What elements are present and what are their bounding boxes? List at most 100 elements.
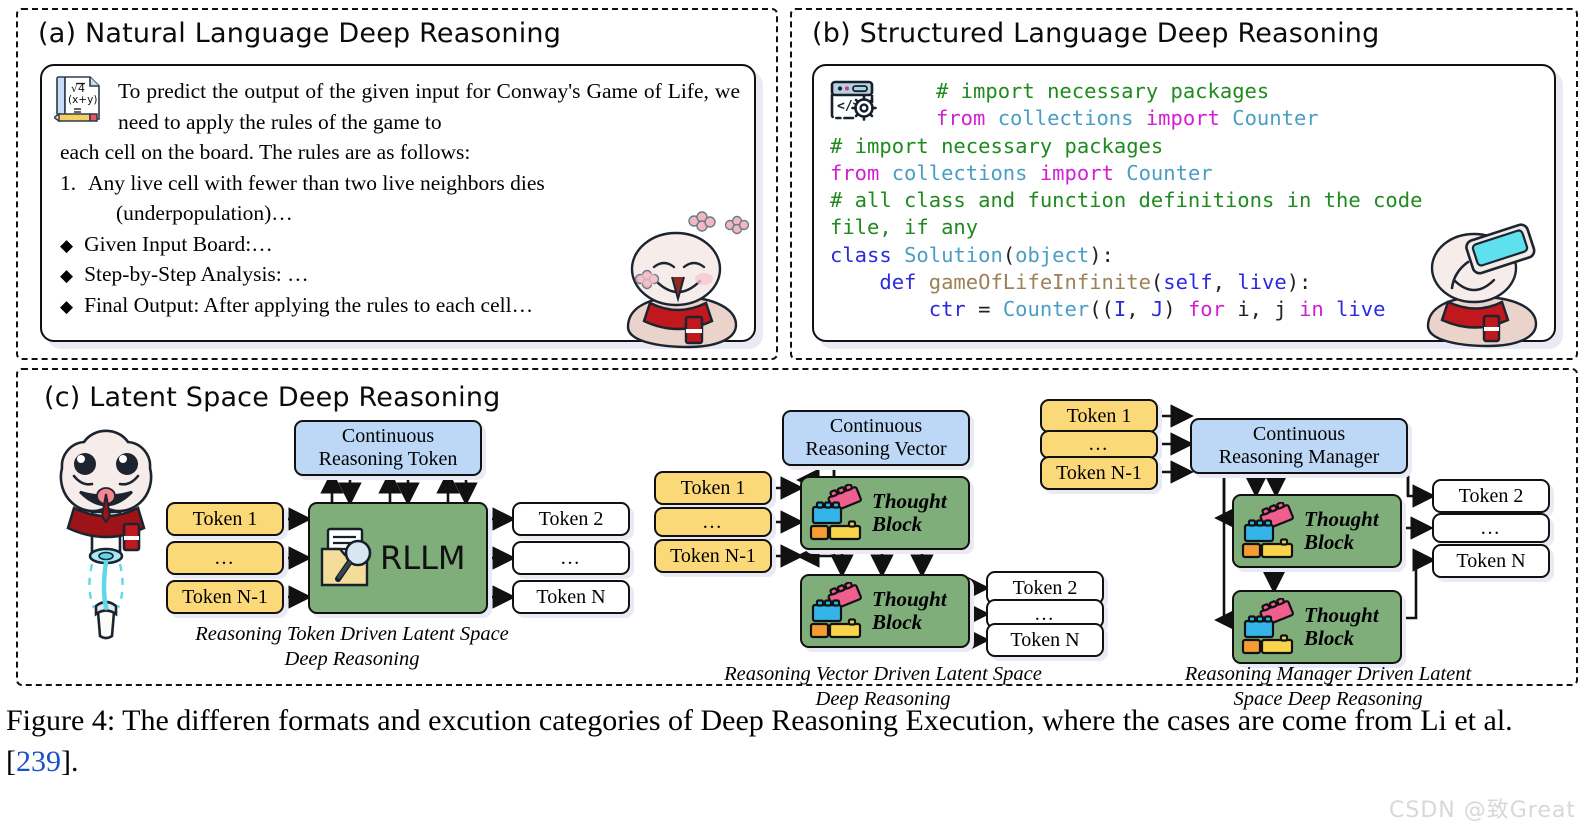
code-token bbox=[1220, 106, 1232, 130]
code-token bbox=[892, 243, 904, 267]
panel-b-title: (b) Structured Language Deep Reasoning bbox=[812, 18, 1380, 49]
code-token: ( bbox=[1150, 269, 1164, 294]
list-item: ◆ Given Input Board:… bbox=[60, 229, 740, 260]
figure-caption: Figure 4: The differen formats and excut… bbox=[6, 700, 1576, 783]
center-box-line1: Continuous bbox=[829, 415, 923, 438]
item-number: 1. bbox=[60, 170, 77, 195]
caption-text-pre: Figure 4: The differen formats and excut… bbox=[6, 704, 1513, 779]
input-token-ellipsis: … bbox=[1040, 430, 1158, 459]
lego-bricks-icon bbox=[809, 582, 862, 639]
bullet-text: Final Output: After applying the rules t… bbox=[84, 292, 534, 317]
code-token: Solution bbox=[904, 242, 1003, 267]
caption-line1: Reasoning Manager Driven Latent bbox=[1184, 663, 1472, 685]
prose-lead-line1: To predict the output of the given input… bbox=[118, 79, 581, 103]
thought-block-1: Thought Block bbox=[1232, 494, 1402, 568]
code-token: class bbox=[830, 242, 892, 267]
code-line: # import necessary packages bbox=[830, 133, 1546, 160]
list-item: ◆ Final Output: After applying the rules… bbox=[60, 290, 740, 321]
code-token: ) bbox=[1163, 297, 1188, 321]
token-label: … bbox=[1088, 433, 1110, 456]
token-label: … bbox=[1480, 516, 1502, 539]
list-item: ◆ Step-by-Step Analysis: … bbox=[60, 259, 740, 290]
code-token bbox=[916, 270, 928, 294]
code-line: ctr = Counter((I, J) for i, j in live bbox=[830, 296, 1546, 323]
diamond-bullet-icon: ◆ bbox=[60, 235, 74, 255]
lego-bricks-icon bbox=[809, 484, 862, 541]
prose-lead-line3: each cell on the board. The rules are as… bbox=[60, 140, 471, 165]
code-line: from collections import Counter bbox=[830, 160, 1546, 187]
prose-numbered-list: 1. Any live cell with fewer than two liv… bbox=[60, 168, 740, 229]
thought-block-line2: Block bbox=[872, 512, 923, 536]
code-token: # import necessary packages bbox=[936, 79, 1270, 103]
code-token: ): bbox=[1089, 242, 1114, 267]
thought-block-line1: Thought bbox=[872, 489, 947, 514]
panel-natural-language-deep-reasoning: (a) Natural Language Deep Reasoning √4 (… bbox=[16, 8, 778, 360]
code-token: collections bbox=[997, 106, 1134, 131]
diamond-bullet-icon: ◆ bbox=[60, 266, 74, 286]
prose-bullet-list: ◆ Given Input Board:… ◆ Step-by-Step Ana… bbox=[60, 229, 740, 321]
token-label: Token 1 bbox=[192, 507, 258, 530]
code-token: # all class and function definitions in … bbox=[830, 188, 1423, 212]
code-token bbox=[985, 106, 997, 130]
code-token: def bbox=[879, 269, 917, 294]
code-token: I bbox=[1113, 297, 1127, 321]
code-token: , bbox=[1212, 269, 1238, 294]
token-label: … bbox=[1034, 602, 1056, 625]
token-label: … bbox=[560, 546, 582, 569]
token-label: Token 2 bbox=[1012, 576, 1078, 599]
subpanel1-caption: Reasoning Token Driven Latent Space Deep… bbox=[142, 622, 562, 672]
center-box-line1: Continuous bbox=[341, 425, 435, 448]
item-line1: Any live cell with fewer than two live n… bbox=[88, 170, 545, 195]
code-token: live bbox=[1237, 269, 1287, 294]
input-token-1: Token 1 bbox=[654, 471, 772, 505]
thought-block-2: Thought Block bbox=[800, 574, 970, 648]
panel-a-card: √4 (x+y) To predict the output of the gi… bbox=[40, 64, 756, 349]
output-token-n: Token N bbox=[1432, 544, 1550, 578]
code-token: J bbox=[1150, 297, 1164, 321]
code-token: i, j bbox=[1225, 297, 1300, 321]
code-line: # import necessary packages bbox=[830, 78, 1546, 105]
citation-reference-link[interactable]: 239 bbox=[16, 745, 61, 779]
output-token-2: Token 2 bbox=[512, 502, 630, 536]
caption-text-post: ]. bbox=[61, 745, 79, 779]
lego-bricks-icon bbox=[1241, 502, 1294, 559]
code-token: = bbox=[965, 297, 1003, 321]
panel-a-prose: To predict the output of the given input… bbox=[60, 76, 740, 320]
caption-line2: Deep Reasoning bbox=[284, 648, 420, 670]
continuous-reasoning-manager-box: Continuous Reasoning Manager bbox=[1190, 418, 1408, 474]
code-token: , bbox=[1126, 297, 1151, 321]
panel-a-title: (a) Natural Language Deep Reasoning bbox=[38, 18, 562, 49]
continuous-reasoning-vector-box: Continuous Reasoning Vector bbox=[782, 410, 970, 466]
token-label: Token N bbox=[1456, 549, 1526, 572]
python-code-block: # import necessary packages from collecti… bbox=[830, 78, 1546, 323]
code-line: class Solution(object): bbox=[830, 242, 1546, 269]
thought-block-line2: Block bbox=[1304, 530, 1355, 554]
caption-line2: Deep Reasoning bbox=[815, 688, 951, 710]
caption-line1: Reasoning Token Driven Latent Space bbox=[195, 623, 509, 645]
bullet-text: Given Input Board:… bbox=[84, 231, 273, 256]
watermark-label: CSDN @致Great bbox=[1389, 798, 1576, 823]
token-label: Token 1 bbox=[680, 476, 746, 499]
token-label: Token 2 bbox=[1458, 484, 1524, 507]
code-line: file, if any bbox=[830, 214, 1546, 241]
token-label: Token N bbox=[1010, 628, 1080, 651]
input-token-ellipsis: … bbox=[166, 541, 284, 575]
token-label: Token N-1 bbox=[182, 585, 268, 608]
lego-bricks-icon bbox=[1241, 598, 1294, 655]
token-label: Token N bbox=[536, 585, 606, 608]
token-label: Token 2 bbox=[538, 507, 604, 530]
subpanel-reasoning-vector-driven: Continuous Reasoning Vector Token 1 … To… bbox=[654, 398, 1112, 710]
code-token bbox=[830, 270, 879, 294]
document-magnifier-icon bbox=[320, 527, 372, 587]
panel-b-card: </> # import necessary packages from coll… bbox=[812, 64, 1556, 348]
output-token-n: Token N bbox=[512, 580, 630, 614]
panel-c-title: (c) Latent Space Deep Reasoning bbox=[44, 382, 501, 413]
code-token: ): bbox=[1286, 269, 1312, 294]
subpanel3-caption: Reasoning Manager Driven Latent Space De… bbox=[1128, 662, 1528, 712]
code-token: from bbox=[936, 106, 986, 131]
code-token bbox=[1114, 161, 1126, 185]
thought-block-line2: Block bbox=[1304, 626, 1355, 650]
diamond-bullet-icon: ◆ bbox=[60, 296, 74, 316]
list-item: 1. Any live cell with fewer than two liv… bbox=[60, 168, 740, 229]
